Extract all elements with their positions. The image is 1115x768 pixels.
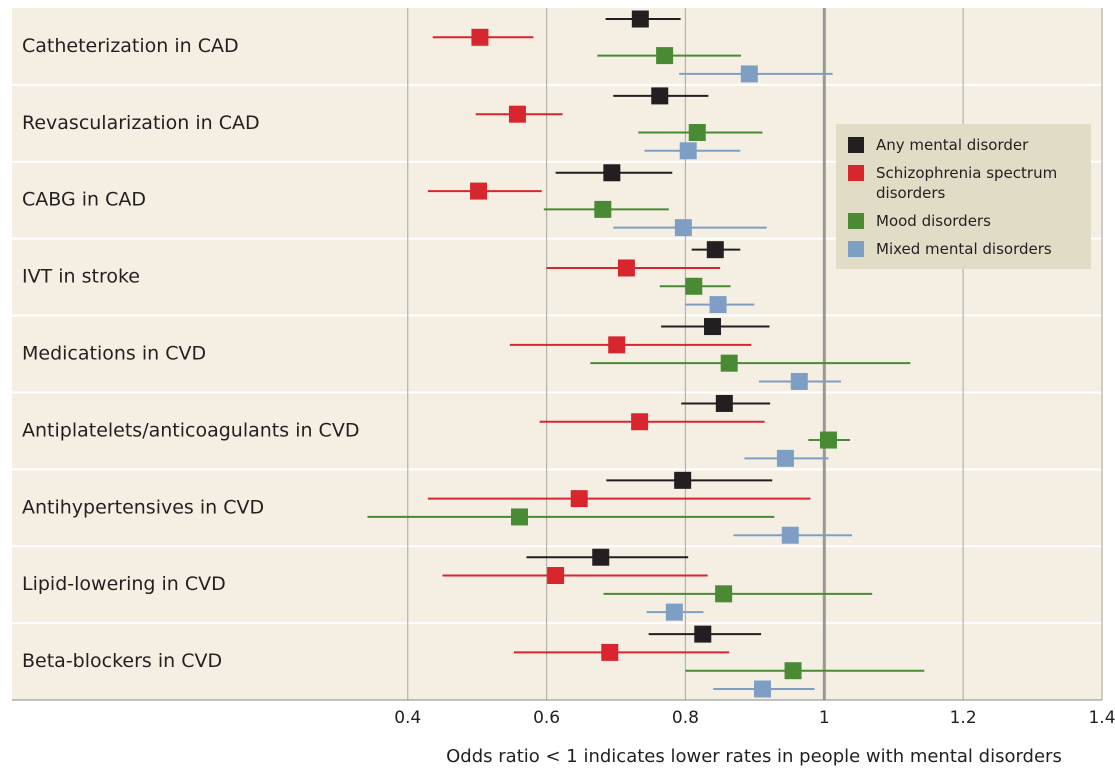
point-estimate [608,336,626,354]
legend-item: Any mental disorder [848,135,1081,155]
category-label: IVT in stroke [22,266,140,288]
point-estimate [594,200,612,218]
point-estimate [665,603,683,621]
point-estimate [603,164,621,182]
point-estimate [685,277,703,295]
x-tick-label: 1.2 [950,708,977,728]
category-label: Revascularization in CAD [22,112,260,134]
x-tick-label: 0.8 [672,708,699,728]
legend-label: Mixed mental disorders [876,240,1052,258]
point-estimate [715,585,733,603]
point-estimate [508,105,526,123]
point-estimate [631,10,649,28]
point-estimate [601,643,619,661]
category-label: Medications in CVD [22,343,206,365]
point-estimate [694,625,712,643]
point-estimate [754,680,772,698]
point-estimate [709,296,727,314]
category-label: Antihypertensives in CVD [22,496,264,518]
legend: Any mental disorder Schizophrenia spectru… [836,124,1091,269]
point-estimate [720,354,738,372]
legend-swatch [848,213,864,229]
x-axis-label: Odds ratio < 1 indicates lower rates in … [446,746,1062,767]
x-tick-label: 0.6 [533,708,560,728]
point-estimate [570,490,588,508]
x-tick-label: 1.4 [1088,708,1115,728]
point-estimate [740,65,758,83]
point-estimate [674,471,692,489]
legend-swatch [848,165,864,181]
point-estimate [651,87,669,105]
point-estimate [656,47,674,65]
x-tick-label: 1 [819,708,830,728]
legend-item: Mood disorders [848,211,1081,231]
legend-label: Schizophrenia spectrum disorders [876,164,1058,202]
point-estimate [547,567,565,585]
category-label: Catheterization in CAD [22,35,239,57]
category-label: Lipid-lowering in CVD [22,573,226,595]
legend-item: Mixed mental disorders [848,239,1081,259]
point-estimate [790,372,808,390]
point-estimate [784,662,802,680]
point-estimate [631,413,649,431]
point-estimate [679,142,697,160]
point-estimate [776,449,794,467]
point-estimate [470,182,488,200]
category-label: CABG in CAD [22,189,146,211]
point-estimate [511,508,529,526]
point-estimate [819,431,837,449]
category-label: Antiplatelets/anticoagulants in CVD [22,419,359,441]
legend-swatch [848,137,864,153]
point-estimate [592,548,610,566]
point-estimate [471,28,489,46]
legend-label: Mood disorders [876,212,991,230]
point-estimate [781,526,799,544]
plot-background [12,8,1102,700]
point-estimate [715,394,733,412]
legend-swatch [848,241,864,257]
legend-item: Schizophrenia spectrum disorders [848,163,1081,203]
legend-label: Any mental disorder [876,136,1029,154]
point-estimate [617,259,635,277]
point-estimate [706,241,724,259]
category-label: Beta-blockers in CVD [22,650,222,672]
point-estimate [674,219,692,237]
x-tick-label: 0.4 [394,708,421,728]
point-estimate [704,318,722,336]
point-estimate [688,123,706,141]
